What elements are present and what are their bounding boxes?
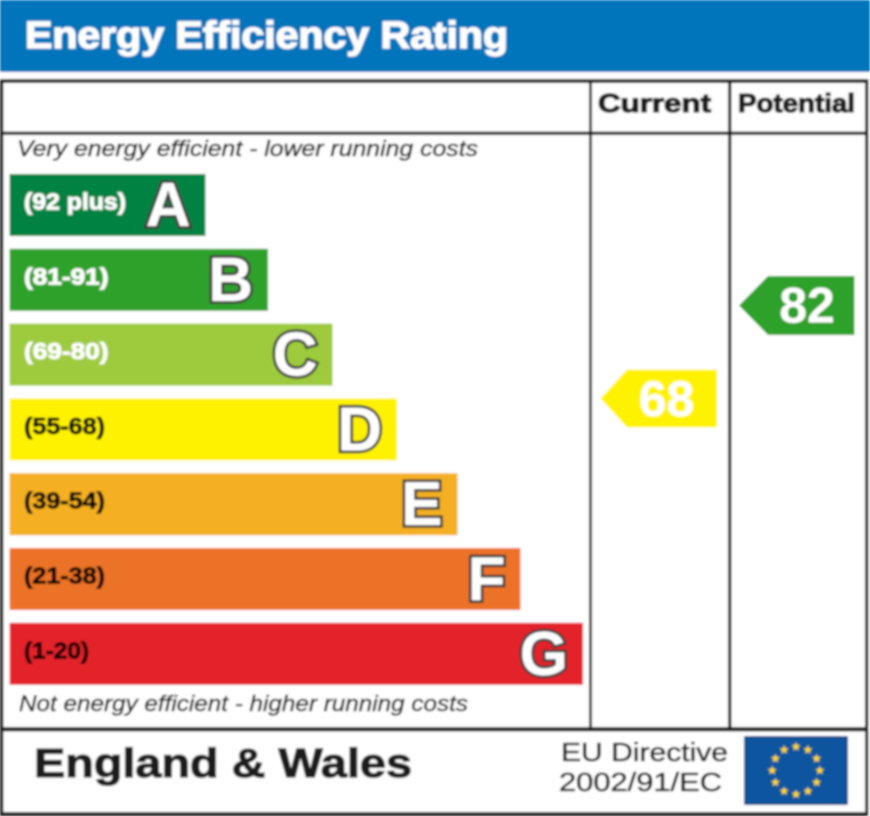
svg-text:(92 plus): (92 plus) (24, 189, 126, 215)
svg-text:England & Wales: England & Wales (34, 740, 412, 786)
svg-text:Potential: Potential (738, 88, 855, 118)
svg-text:EU Directive: EU Directive (561, 737, 728, 767)
svg-text:F: F (468, 545, 506, 614)
svg-text:Not energy efficient - higher: Not energy efficient - higher running co… (19, 691, 468, 716)
svg-text:Current: Current (598, 88, 711, 118)
svg-text:D: D (337, 395, 382, 464)
svg-text:B: B (208, 246, 253, 315)
svg-text:82: 82 (779, 278, 835, 334)
svg-text:(69-80): (69-80) (24, 338, 109, 364)
svg-text:68: 68 (639, 371, 695, 427)
svg-text:2002/91/EC: 2002/91/EC (559, 767, 722, 797)
svg-text:(39-54): (39-54) (24, 488, 105, 514)
svg-text:(81-91): (81-91) (24, 263, 109, 289)
svg-text:Energy Efficiency Rating: Energy Efficiency Rating (25, 15, 508, 57)
svg-text:C: C (273, 321, 318, 390)
svg-text:E: E (401, 470, 442, 539)
svg-text:A: A (146, 171, 191, 240)
svg-text:(1-20): (1-20) (24, 637, 89, 663)
svg-text:Very energy efficient - lower: Very energy efficient - lower running co… (17, 136, 478, 161)
svg-text:(55-68): (55-68) (24, 413, 105, 439)
svg-text:(21-38): (21-38) (24, 563, 105, 589)
svg-text:G: G (520, 620, 568, 689)
